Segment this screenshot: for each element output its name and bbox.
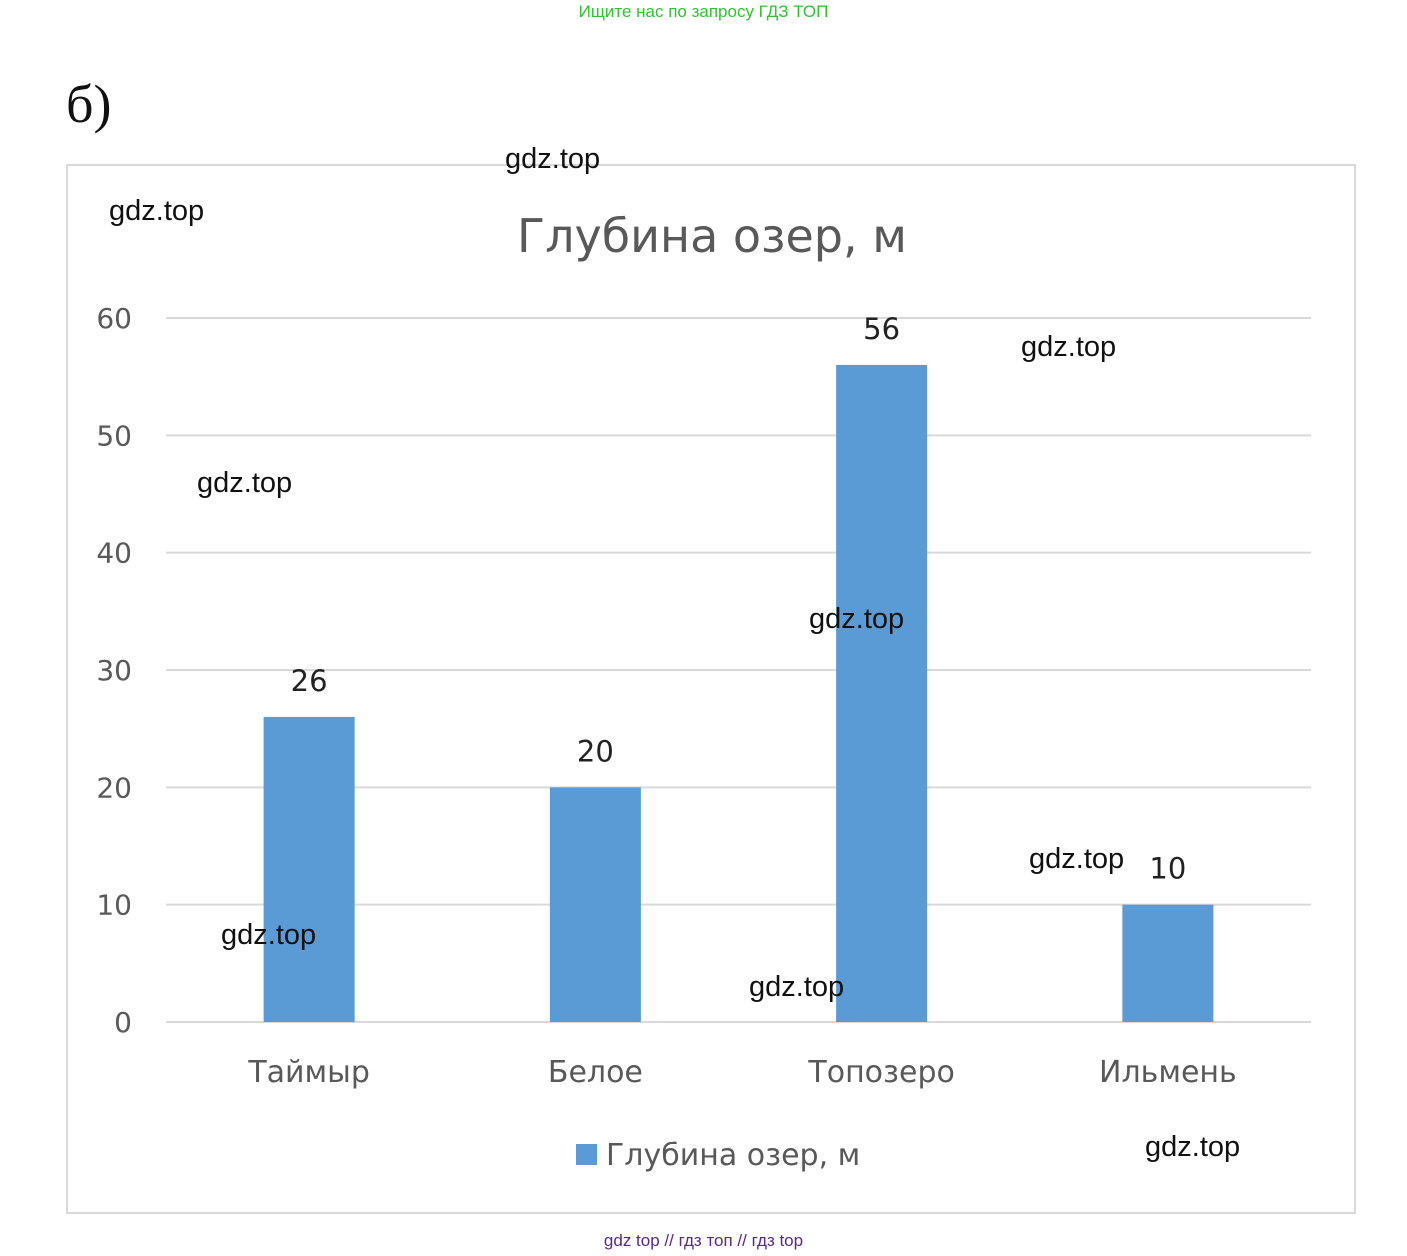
watermark: gdz.top [197, 467, 293, 499]
top-banner: Ищите нас по запросу ГДЗ ТОП [578, 2, 829, 21]
bar [836, 364, 928, 1022]
data-label: 10 [1149, 852, 1186, 886]
y-tick-label: 50 [96, 419, 132, 452]
y-tick-label: 10 [96, 889, 132, 922]
watermark: gdz.top [1029, 843, 1125, 875]
watermark: gdz.top [1145, 1131, 1241, 1163]
y-tick-label: 40 [96, 537, 132, 570]
y-tick-label: 30 [96, 654, 132, 687]
watermark: gdz.top [109, 195, 205, 227]
bar [549, 787, 641, 1022]
bar [263, 716, 355, 1022]
watermark: gdz.top [809, 603, 905, 635]
category-label: Топозеро [807, 1055, 954, 1090]
watermark: gdz.top [221, 919, 317, 951]
data-label: 26 [291, 664, 328, 698]
category-label: Белое [548, 1055, 643, 1090]
category-label: Ильмень [1099, 1055, 1237, 1090]
watermark: gdz.top [505, 143, 601, 175]
y-tick-label: 0 [114, 1006, 132, 1039]
data-label: 20 [577, 734, 614, 768]
legend-label: Глубина озер, м [606, 1138, 860, 1173]
bar [1122, 904, 1214, 1022]
y-tick-label: 60 [96, 302, 132, 335]
watermark: gdz.top [749, 971, 845, 1003]
y-tick-label: 20 [96, 771, 132, 804]
part-label: б) [66, 74, 112, 134]
footer-links: gdz top // гдз топ // гдз top [603, 1231, 804, 1250]
watermark: gdz.top [1021, 331, 1117, 363]
legend-swatch [576, 1144, 597, 1165]
data-label: 56 [863, 312, 900, 346]
chart-title: Глубина озер, м [517, 209, 907, 263]
category-label: Таймыр [247, 1055, 370, 1090]
chart-frame [66, 164, 1356, 1214]
